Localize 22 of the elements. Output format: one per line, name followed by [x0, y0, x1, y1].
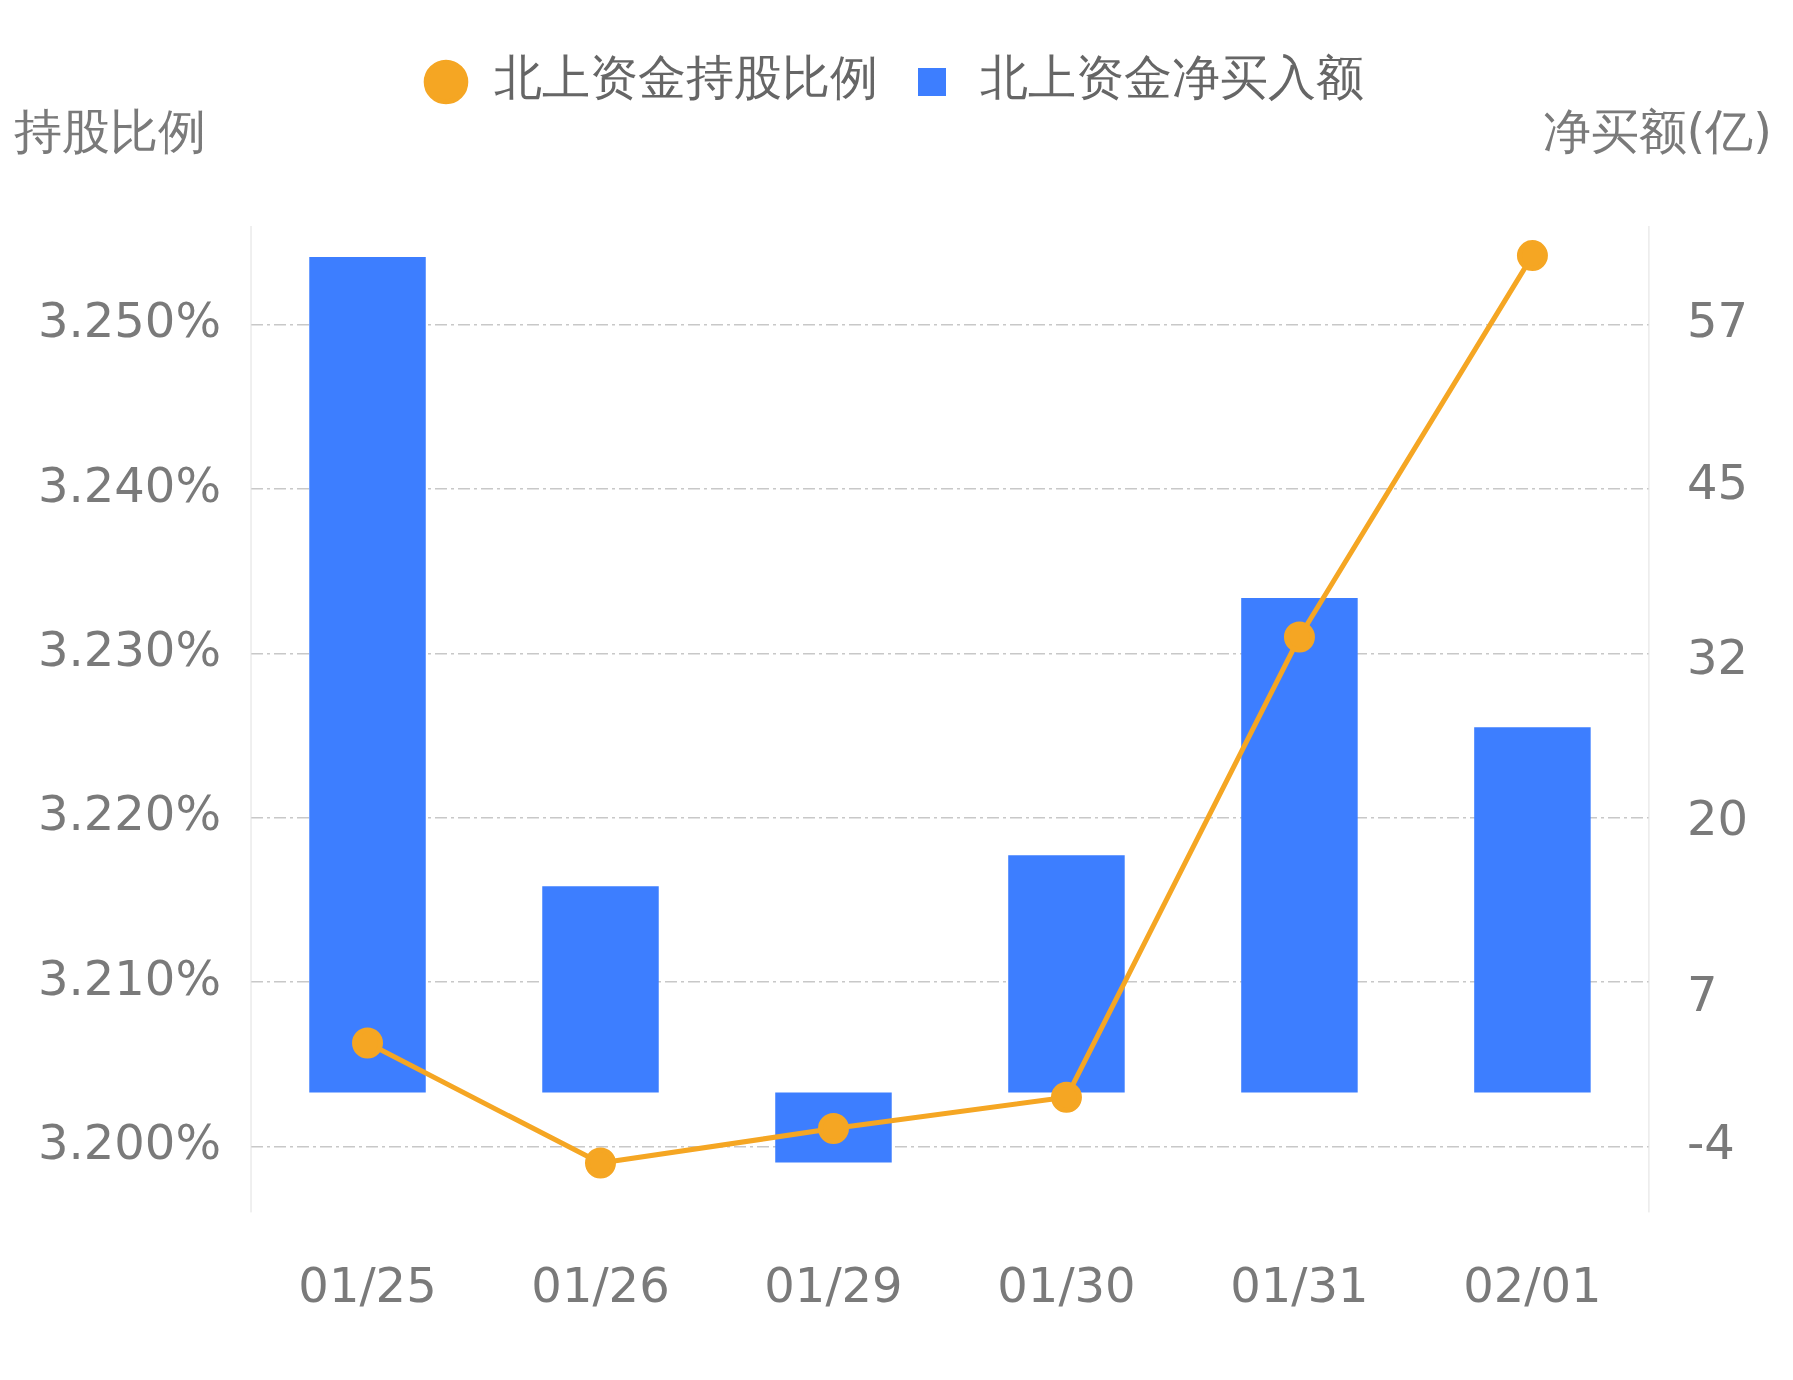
y-tick-label: 3.200% — [37, 1114, 222, 1171]
x-tick-label: 01/25 — [298, 1256, 437, 1313]
y2-tick-label: 32 — [1686, 628, 1748, 685]
legend-label: 北上资金净买入额 — [980, 49, 1364, 106]
x-tick-label: 01/30 — [997, 1256, 1136, 1313]
y-tick-label: 3.210% — [37, 949, 222, 1006]
x-tick-label: 01/26 — [531, 1256, 670, 1313]
x-tick-label: 02/01 — [1463, 1256, 1602, 1313]
y2-tick-label: 45 — [1686, 453, 1748, 510]
x-tick-label: 01/31 — [1230, 1256, 1369, 1313]
y-tick-label: 3.250% — [37, 292, 222, 349]
y2-axis-title: 净买额(亿) — [1542, 103, 1772, 160]
legend-label: 北上资金持股比例 — [494, 49, 878, 106]
y2-tick-label: 57 — [1686, 291, 1748, 348]
x-tick-label: 01/29 — [764, 1256, 903, 1313]
y2-tick-label: 20 — [1686, 790, 1748, 847]
y2-tick-label: -4 — [1686, 1113, 1735, 1170]
y-tick-label: 3.230% — [37, 620, 222, 677]
y-axis-title: 持股比例 — [14, 103, 206, 160]
y2-tick-label: 7 — [1686, 965, 1718, 1022]
y-tick-label: 3.240% — [37, 456, 222, 513]
y-tick-label: 3.220% — [37, 785, 222, 842]
